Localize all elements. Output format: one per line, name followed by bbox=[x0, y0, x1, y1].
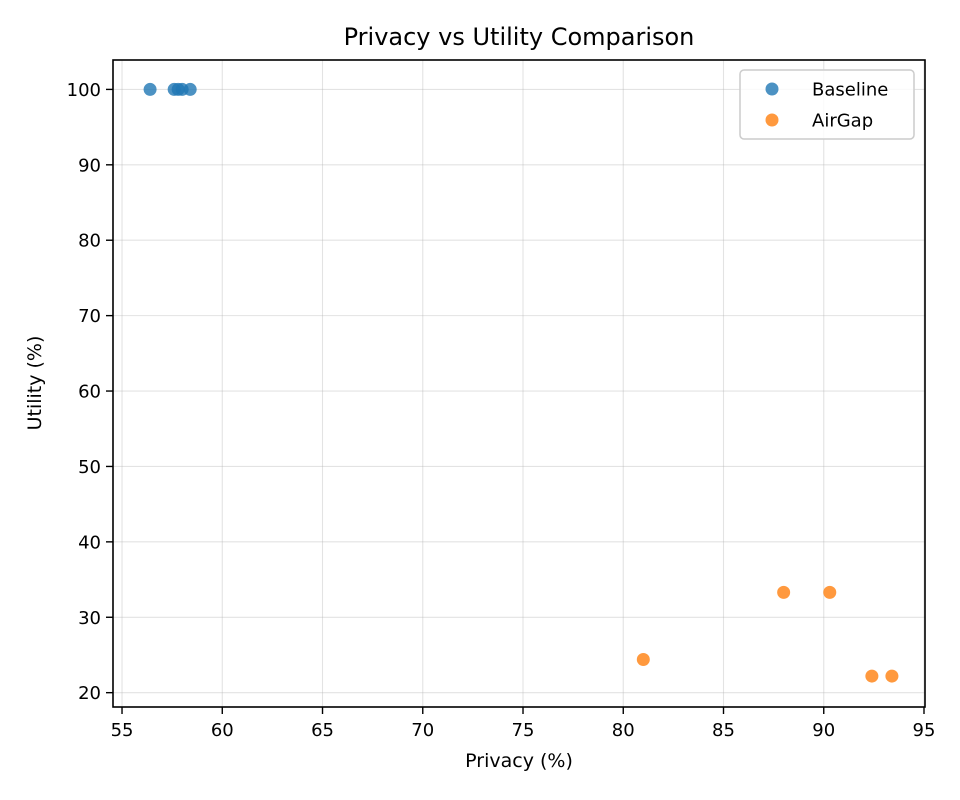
airgap-point bbox=[777, 585, 791, 599]
x-tick-label: 60 bbox=[211, 720, 234, 741]
x-tick-label: 85 bbox=[712, 720, 735, 741]
baseline-point bbox=[143, 82, 157, 96]
x-axis-label: Privacy (%) bbox=[465, 750, 573, 772]
x-tick-label: 90 bbox=[812, 720, 835, 741]
y-tick-label: 50 bbox=[78, 457, 101, 478]
y-tick-label: 20 bbox=[78, 683, 101, 704]
legend-box bbox=[739, 69, 915, 140]
y-tick-label: 100 bbox=[67, 80, 101, 101]
y-tick-label: 80 bbox=[78, 231, 101, 252]
y-tick-label: 30 bbox=[78, 608, 101, 629]
airgap-point bbox=[865, 669, 879, 683]
x-axis: 55 60 65 70 75 80 85 90 95 bbox=[111, 707, 936, 741]
legend-marker-baseline bbox=[765, 82, 779, 96]
x-tick-label: 55 bbox=[111, 720, 134, 741]
legend-label-baseline: Baseline bbox=[812, 80, 888, 101]
y-axis: 20 30 40 50 60 70 80 90 100 bbox=[67, 80, 113, 704]
airgap-point bbox=[636, 652, 650, 666]
plot-frame bbox=[112, 59, 926, 708]
y-tick-label: 90 bbox=[78, 155, 101, 176]
x-tick-label: 75 bbox=[512, 720, 535, 741]
y-axis-label: Utility (%) bbox=[24, 336, 46, 431]
chart-title: Privacy vs Utility Comparison bbox=[344, 23, 695, 51]
legend: Baseline AirGap bbox=[739, 69, 915, 140]
y-tick-label: 60 bbox=[78, 382, 101, 403]
legend-label-airgap: AirGap bbox=[812, 111, 873, 132]
x-tick-label: 80 bbox=[612, 720, 635, 741]
x-tick-label: 65 bbox=[311, 720, 334, 741]
airgap-point bbox=[885, 669, 899, 683]
baseline-point bbox=[183, 82, 197, 96]
x-tick-label: 70 bbox=[411, 720, 434, 741]
legend-marker-airgap bbox=[765, 113, 779, 127]
airgap-point bbox=[823, 585, 837, 599]
x-tick-label: 95 bbox=[913, 720, 936, 741]
series-marks bbox=[143, 82, 899, 683]
grid-lines bbox=[113, 60, 925, 707]
y-tick-label: 70 bbox=[78, 306, 101, 327]
y-tick-label: 40 bbox=[78, 532, 101, 553]
